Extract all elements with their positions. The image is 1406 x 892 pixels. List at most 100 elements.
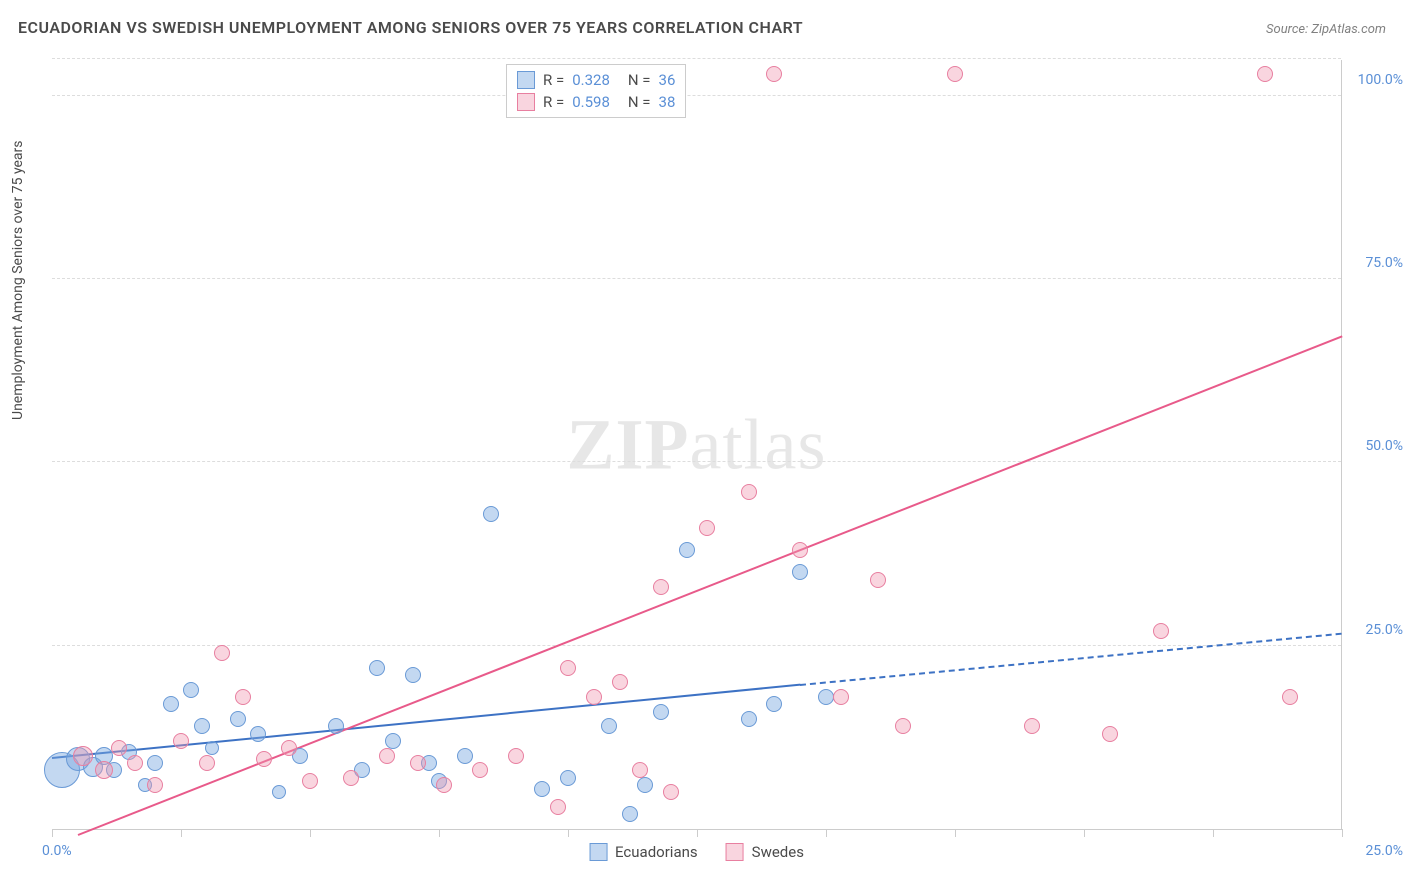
x-tick	[955, 829, 956, 837]
legend-r-label: R =	[543, 71, 564, 89]
data-point	[256, 751, 272, 767]
legend-label: Ecuadorians	[615, 843, 698, 861]
data-point	[95, 761, 113, 779]
data-point	[550, 799, 566, 815]
y-axis-label: Unemployment Among Seniors over 75 years	[10, 141, 26, 421]
gridline	[52, 645, 1341, 646]
chart-title: ECUADORIAN VS SWEDISH UNEMPLOYMENT AMONG…	[18, 18, 803, 37]
data-point	[163, 696, 179, 712]
legend-swatch	[726, 843, 744, 861]
data-point	[281, 740, 297, 756]
data-point	[472, 762, 488, 778]
gridline	[52, 278, 1341, 279]
watermark-light: atlas	[690, 404, 827, 484]
data-point	[679, 542, 695, 558]
legend-item: Ecuadorians	[589, 843, 698, 861]
data-point	[653, 579, 669, 595]
x-tick	[1213, 829, 1214, 837]
data-point	[272, 785, 286, 799]
x-tick	[568, 829, 569, 837]
legend-r-value: 0.598	[572, 93, 610, 111]
watermark-bold: ZIP	[567, 404, 690, 484]
data-point	[1153, 623, 1169, 639]
data-point	[173, 733, 189, 749]
data-point	[343, 770, 359, 786]
legend-item: Swedes	[726, 843, 804, 861]
x-tick	[52, 829, 53, 837]
data-point	[560, 660, 576, 676]
x-tick	[310, 829, 311, 837]
data-point	[947, 66, 963, 82]
data-point	[235, 689, 251, 705]
data-point	[895, 718, 911, 734]
x-tick	[697, 829, 698, 837]
data-point	[1257, 66, 1273, 82]
data-point	[601, 718, 617, 734]
y-tick-label: 75.0%	[1365, 255, 1403, 271]
data-point	[127, 755, 143, 771]
data-point	[560, 770, 576, 786]
data-point	[741, 484, 757, 500]
data-point	[302, 773, 318, 789]
data-point	[612, 674, 628, 690]
data-point	[699, 520, 715, 536]
legend-n-value: 36	[659, 71, 676, 89]
legend-r-value: 0.328	[572, 71, 610, 89]
x-axis-max-label: 25.0%	[1365, 843, 1403, 859]
gridline	[52, 58, 1341, 59]
data-point	[205, 741, 219, 755]
data-point	[508, 748, 524, 764]
legend-swatch	[589, 843, 607, 861]
x-tick	[1084, 829, 1085, 837]
data-point	[73, 746, 93, 766]
legend-n-label: N =	[628, 93, 651, 111]
y-tick-label: 50.0%	[1365, 438, 1403, 454]
x-axis-min-label: 0.0%	[42, 843, 72, 859]
data-point	[1024, 718, 1040, 734]
x-tick	[1342, 829, 1343, 837]
data-point	[147, 755, 163, 771]
data-point	[766, 696, 782, 712]
data-point	[663, 784, 679, 800]
data-point	[1282, 689, 1298, 705]
data-point	[586, 689, 602, 705]
data-point	[766, 66, 782, 82]
source-label: Source: ZipAtlas.com	[1266, 22, 1386, 37]
data-point	[833, 689, 849, 705]
data-point	[534, 781, 550, 797]
data-point	[328, 718, 344, 734]
data-point	[1102, 726, 1118, 742]
legend-swatch	[517, 93, 535, 111]
data-point	[637, 777, 653, 793]
data-point	[457, 748, 473, 764]
correlation-legend: R = 0.328 N = 36R = 0.598 N = 38	[506, 64, 686, 118]
trendline-extrapolated	[800, 633, 1342, 686]
data-point	[230, 711, 246, 727]
data-point	[653, 704, 669, 720]
data-point	[379, 748, 395, 764]
data-point	[436, 777, 452, 793]
legend-n-value: 38	[659, 93, 676, 111]
x-tick	[826, 829, 827, 837]
legend-n-label: N =	[628, 71, 651, 89]
data-point	[385, 733, 401, 749]
legend-row: R = 0.598N = 38	[517, 91, 675, 113]
plot-area: ZIPatlas R = 0.328N = 36R = 0.598N = 38 …	[52, 60, 1342, 830]
data-point	[183, 682, 199, 698]
data-point	[792, 542, 808, 558]
series-legend: Ecuadorians Swedes	[589, 843, 804, 861]
data-point	[741, 711, 757, 727]
gridline	[52, 461, 1341, 462]
data-point	[483, 506, 499, 522]
data-point	[410, 755, 426, 771]
watermark: ZIPatlas	[567, 403, 827, 486]
legend-label: Swedes	[752, 843, 804, 861]
y-tick-label: 25.0%	[1365, 622, 1403, 638]
legend-row: R = 0.328 N = 36	[517, 69, 675, 91]
data-point	[818, 689, 834, 705]
legend-swatch	[517, 71, 535, 89]
data-point	[147, 777, 163, 793]
data-point	[369, 660, 385, 676]
data-point	[405, 667, 421, 683]
x-tick	[181, 829, 182, 837]
